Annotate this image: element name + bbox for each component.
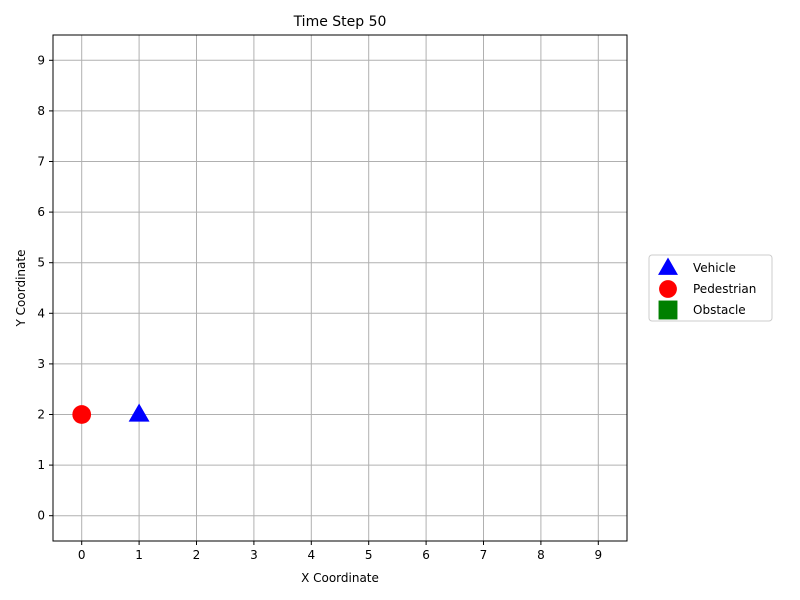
- grid-lines: [53, 35, 627, 541]
- y-tick-label: 0: [37, 509, 45, 523]
- x-tick-label: 1: [135, 548, 143, 562]
- x-tick-label: 5: [365, 548, 373, 562]
- legend: Vehicle Pedestrian Obstacle: [648, 254, 773, 322]
- x-tick-label: 6: [422, 548, 430, 562]
- y-tick-label: 2: [37, 408, 45, 422]
- plot-frame: [52, 34, 628, 542]
- obstacle-legend-marker: [658, 300, 678, 320]
- vehicle-point: [128, 403, 150, 422]
- y-tick-label: 7: [37, 155, 45, 169]
- chart-title: Time Step 50: [293, 14, 387, 30]
- y-tick-label: 9: [37, 53, 45, 67]
- y-axis-label: Y Coordinate: [14, 250, 28, 328]
- y-tick-label: 3: [37, 357, 45, 371]
- legend-box: [648, 254, 773, 322]
- y-tick-label: 1: [37, 458, 45, 472]
- pedestrian-point: [72, 405, 92, 424]
- x-tick-label: 9: [594, 548, 602, 562]
- data-points: [72, 403, 150, 424]
- vehicle-legend-marker: [658, 257, 678, 275]
- legend-label-pedestrian: Pedestrian: [693, 282, 756, 296]
- x-tick-label: 3: [250, 548, 258, 562]
- x-tick-label: 8: [537, 548, 545, 562]
- x-axis-label: X Coordinate: [301, 571, 379, 585]
- y-tick-label: 8: [37, 104, 45, 118]
- legend-label-vehicle: Vehicle: [693, 261, 736, 275]
- x-tick-label: 0: [78, 548, 86, 562]
- x-tick-label: 2: [193, 548, 201, 562]
- y-tick-label: 4: [37, 306, 45, 320]
- legend-label-obstacle: Obstacle: [693, 303, 746, 317]
- pedestrian-legend-marker: [659, 280, 677, 298]
- y-tick-label: 5: [37, 256, 45, 270]
- x-tick-label: 7: [480, 548, 488, 562]
- axis-ticks: 0 1 2 3 4 5 6 7 8 9 0 1 2 3 4 5 6 7 8 9: [37, 53, 602, 562]
- x-tick-label: 4: [307, 548, 315, 562]
- y-tick-label: 6: [37, 205, 45, 219]
